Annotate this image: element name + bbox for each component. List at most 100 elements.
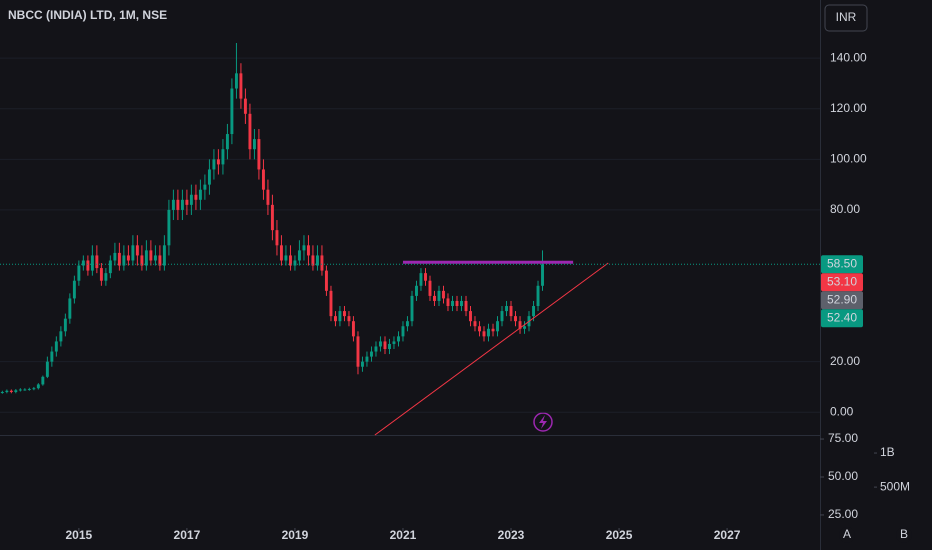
price-label: 53.10 (827, 274, 857, 288)
candle-body (392, 341, 396, 344)
candle-body (185, 199, 189, 205)
candle-body (320, 255, 324, 271)
currency-button[interactable] (824, 4, 868, 32)
drawing-line (374, 262, 609, 436)
candle-body (361, 361, 364, 367)
candle-body (316, 255, 319, 266)
candle-body (59, 331, 63, 342)
candle-body (248, 113, 252, 150)
candle-body (288, 255, 292, 266)
candle-body (338, 311, 342, 322)
candle-body (518, 321, 522, 329)
y-tick-label: 0.00 (830, 404, 854, 418)
currency-label[interactable]: INR (836, 10, 857, 24)
candle-body (135, 245, 139, 256)
candle-body (36, 384, 40, 389)
x-tick-label: 2027 (714, 528, 741, 542)
candle-body (99, 268, 103, 281)
candle-body (32, 388, 36, 390)
candle-body (455, 300, 459, 307)
candle-body (460, 300, 463, 307)
candle-body (126, 255, 130, 261)
volume-tick-label: 1B (880, 445, 895, 459)
candle-body (158, 255, 162, 266)
candle-body (514, 316, 517, 322)
candle-body (68, 298, 72, 319)
candle-body (397, 336, 400, 342)
candle-body (442, 290, 445, 299)
candle-body (50, 351, 54, 362)
candle-body (230, 88, 234, 135)
footer-button[interactable] (839, 527, 855, 543)
candle-body (77, 265, 81, 281)
candle-body (113, 252, 117, 261)
candle-body (140, 255, 144, 266)
lightning-icon[interactable] (533, 412, 553, 432)
pane2-tick-label: 25.00 (828, 507, 858, 521)
candle-body (131, 245, 135, 261)
candle-body (23, 389, 27, 391)
x-tick-label: 2017 (174, 528, 201, 542)
candle-body (523, 326, 526, 329)
candle-body (419, 273, 423, 286)
footer-button[interactable] (896, 527, 912, 543)
candle-body (541, 264, 544, 286)
candle-body (284, 255, 288, 261)
candle-body (275, 230, 279, 246)
candle-body (5, 390, 9, 393)
footer-button-label[interactable]: A (843, 527, 851, 541)
candle-body (437, 290, 441, 301)
candle-body (194, 194, 198, 200)
candle-body (401, 326, 405, 337)
footer-button-label[interactable]: B (900, 527, 908, 541)
candle-body (257, 139, 261, 170)
candle-body (365, 356, 369, 362)
candle-body (0, 392, 4, 394)
candle-body (234, 73, 238, 89)
candle-body (117, 252, 121, 266)
candle-body (180, 199, 184, 210)
candle-body (279, 245, 283, 261)
candle-body (351, 321, 355, 337)
pane2-tick-label: 75.00 (828, 431, 858, 445)
candle-body (297, 250, 301, 261)
candle-body (324, 270, 328, 291)
chart-title: NBCC (INDIA) LTD, 1M, NSE (8, 8, 167, 22)
candle-body (86, 260, 90, 271)
candle-body (500, 311, 504, 322)
candle-body (378, 341, 382, 347)
candle-body (293, 260, 297, 266)
candle-body (18, 389, 22, 391)
candle-body (54, 341, 58, 352)
price-label-box (821, 309, 863, 328)
candle-body (482, 331, 486, 337)
candle-body (415, 285, 418, 296)
candle-body (270, 204, 274, 231)
candle-body (388, 343, 391, 350)
candle-body (356, 336, 360, 367)
candle-body (14, 390, 18, 393)
price-label-box (821, 291, 863, 310)
candle-body (333, 316, 337, 322)
candle-body (90, 255, 94, 271)
price-label-box (821, 273, 863, 292)
candle-body (343, 311, 346, 317)
pane2-tick-label: 50.00 (828, 469, 858, 483)
candle-body (306, 245, 310, 256)
candle-body (198, 189, 202, 200)
candle-body (203, 184, 207, 190)
candle-body (478, 326, 481, 332)
candle-body (108, 260, 112, 274)
candle-body (464, 300, 468, 312)
candle-body (347, 316, 351, 322)
candle-body (433, 295, 436, 301)
candle-body (45, 361, 49, 377)
candle-body (122, 255, 126, 266)
candle-body (104, 273, 108, 281)
lightning-glyph (539, 415, 547, 429)
candle-body (27, 388, 31, 390)
candle-body (212, 159, 216, 170)
candle-body (171, 199, 175, 210)
candle-body (424, 273, 427, 281)
